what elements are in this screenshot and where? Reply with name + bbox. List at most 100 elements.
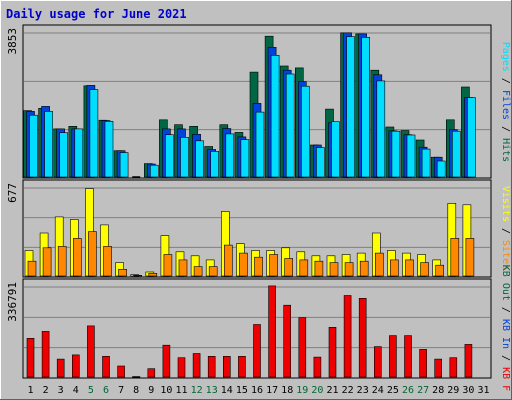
visitors-bar-sites — [208, 266, 218, 277]
x-tick-label: 19 — [296, 385, 308, 396]
visitors-bar-sites — [239, 252, 248, 277]
kbytes-bar-kb-f — [464, 344, 473, 378]
kbytes-bar-kb-f — [207, 355, 216, 378]
visitors-bar-sites — [329, 262, 339, 277]
requests-ymax-label: 3853 — [6, 28, 19, 55]
requests-bar-pages — [346, 36, 355, 178]
x-tick-label: 6 — [103, 385, 109, 396]
requests-bar-pages — [331, 121, 340, 178]
kbytes-bar-kb-f — [87, 325, 95, 378]
requests-bar-pages — [316, 147, 325, 178]
visitors-bar-sites — [42, 247, 52, 277]
kbytes-bar-kb-f — [328, 326, 337, 378]
x-tick-label: 21 — [326, 385, 338, 396]
visitors-bar-sites — [344, 262, 354, 277]
kbytes-bar-kb-f — [434, 358, 443, 378]
visitors-bar-sites — [178, 259, 188, 277]
x-tick-label: 8 — [133, 385, 139, 396]
x-tick-label: 15 — [236, 385, 248, 396]
requests-bar-pages — [376, 80, 386, 178]
kbytes-bar-kb-f — [404, 335, 412, 378]
legend-entry: Pages — [500, 42, 511, 72]
legend-entry: Sites — [500, 240, 511, 270]
x-tick-label: 7 — [118, 385, 124, 396]
visitors-bar-sites — [163, 254, 173, 277]
legend-entry: Hits — [500, 138, 511, 162]
x-tick-label: 26 — [402, 385, 414, 396]
kbytes-bar-kb-f — [223, 355, 231, 378]
kbytes-panel: 336791 — [6, 278, 492, 379]
x-tick-label: 18 — [281, 385, 293, 396]
requests-bar-pages — [225, 133, 235, 178]
visitors-bar-sites — [269, 254, 278, 277]
kbytes-bar-kb-f — [343, 295, 352, 378]
x-tick-label: 10 — [160, 385, 172, 396]
requests-bar-pages — [104, 121, 114, 178]
legend-entry: / — [500, 72, 511, 90]
requests-bar-pages — [59, 132, 69, 178]
x-tick-label: 9 — [148, 385, 154, 396]
requests-bar-pages — [361, 37, 371, 178]
x-tick-label: 4 — [73, 385, 79, 396]
visitors-bar-sites — [435, 264, 445, 277]
x-tick-label: 16 — [251, 385, 263, 396]
kbytes-bar-kb-f — [177, 357, 186, 378]
requests-bar-pages — [44, 111, 53, 178]
visitors-bar-sites — [314, 260, 324, 277]
kbytes-bar-kb-f — [56, 358, 65, 378]
kbytes-bar-kb-f — [102, 355, 110, 378]
kbytes-bar-kb-f — [358, 297, 367, 378]
x-tick-label: 27 — [417, 385, 429, 396]
visitors-bar-sites — [88, 231, 97, 277]
chart-title: Daily usage for June 2021 — [6, 7, 187, 21]
x-tick-label: 3 — [58, 385, 64, 396]
visitors-bar-sites — [450, 238, 460, 277]
x-tick-label: 2 — [43, 385, 49, 396]
visitors-bar-sites — [359, 260, 369, 277]
legend-visitors: Visits / Sites — [500, 186, 511, 270]
legend-entry: / — [500, 222, 511, 240]
visitors-bar-sites — [103, 246, 112, 277]
requests-bar-pages — [210, 151, 219, 178]
visitors-bar-sites — [224, 244, 233, 277]
legend-entry: KB Out — [500, 265, 511, 301]
kbytes-bar-kb-f — [72, 354, 80, 378]
requests-bar-pages — [391, 130, 401, 178]
kbytes-bar-kb-f — [26, 337, 35, 378]
requests-bar-pages — [300, 85, 310, 178]
visitors-bar-sites — [374, 252, 384, 277]
x-tick-label: 17 — [266, 385, 278, 396]
requests-bar-pages — [74, 128, 84, 178]
x-tick-label: 24 — [372, 385, 384, 396]
visitors-bar-sites — [73, 238, 82, 277]
requests-bar-pages — [285, 73, 295, 178]
kbytes-bar-kb-f — [419, 349, 427, 378]
kbytes-bar-kb-f — [389, 335, 397, 378]
kbytes-ymax-label: 336791 — [6, 282, 19, 322]
visitors-bar-sites — [27, 260, 37, 277]
x-tick-label: 20 — [311, 385, 323, 396]
legend-requests: Pages / Files / Hits — [500, 42, 511, 162]
requests-bar-pages — [255, 111, 265, 178]
legend-entry: KB In — [500, 319, 511, 349]
legend-kbytes: KB Out / KB In / KB F — [500, 265, 511, 391]
x-tick-label: 25 — [387, 385, 399, 396]
kbytes-bar-kb-f — [117, 365, 125, 378]
requests-bar-pages — [180, 137, 189, 178]
kbytes-bar-kb-f — [192, 353, 201, 378]
requests-bar-pages — [436, 160, 446, 178]
kbytes-bar-kb-f — [449, 357, 458, 378]
legend-entry: / — [500, 120, 511, 138]
kbytes-bar-kb-f — [253, 324, 261, 378]
visitors-bar-sites — [193, 266, 203, 277]
requests-bar-pages — [421, 148, 431, 178]
x-tick-label: 14 — [221, 385, 233, 396]
visitors-bar-sites — [299, 259, 309, 277]
visitors-panel: 677 — [6, 179, 492, 278]
requests-bar-pages — [195, 140, 204, 178]
visitors-bar-sites — [57, 246, 67, 277]
kbytes-bar-kb-f — [238, 355, 246, 378]
requests-bar-pages — [451, 130, 461, 178]
requests-bar-pages — [165, 134, 174, 178]
chart-panels: 3853 677 336791 — [6, 24, 492, 379]
